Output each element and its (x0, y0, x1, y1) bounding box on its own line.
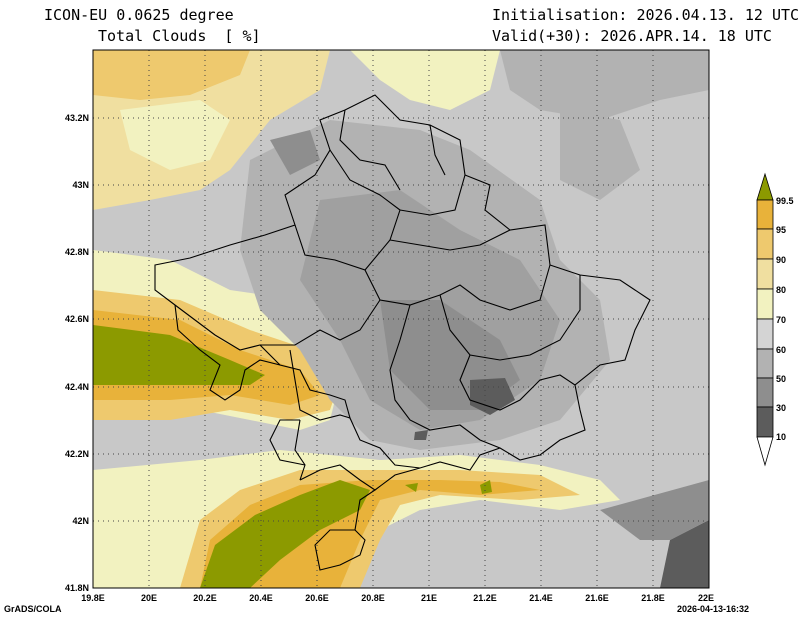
valid-time: Valid(+30): 2026.APR.14. 18 UTC (492, 27, 772, 45)
colorbar-label: 60 (776, 345, 786, 355)
colorbar-top-arrow (756, 172, 774, 201)
init-time: Initialisation: 2026.04.13. 12 UTC (492, 6, 800, 24)
colorbar-segment (756, 228, 774, 260)
lat-label: 42.2N (65, 449, 89, 459)
colorbar-segment (756, 258, 774, 290)
colorbar-segment (756, 348, 774, 379)
colorbar: 99.5 95 90 80 70 60 50 30 10 (756, 172, 794, 467)
colorbar-segment (756, 377, 774, 408)
lon-label: 21.8E (641, 593, 665, 603)
colorbar-label: 99.5 (776, 196, 794, 206)
colorbar-segment (756, 288, 774, 320)
colorbar-label: 80 (776, 285, 786, 295)
grads-credit: GrADS/COLA (4, 604, 62, 614)
colorbar-label: 10 (776, 432, 786, 442)
lon-label: 19.8E (81, 593, 105, 603)
colorbar-segment (756, 406, 774, 438)
lon-label: 20.4E (249, 593, 273, 603)
lon-label: 20.6E (305, 593, 329, 603)
lat-label: 43.2N (65, 113, 89, 123)
lon-label: 21.6E (585, 593, 609, 603)
plot-frame (92, 49, 710, 589)
model-title: ICON-EU 0.0625 degree (44, 6, 234, 24)
lat-label: 42.4N (65, 382, 89, 392)
colorbar-label: 95 (776, 225, 786, 235)
colorbar-label: 30 (776, 403, 786, 413)
lon-label: 21.2E (473, 593, 497, 603)
region-borders (154, 94, 651, 571)
lat-label: 43N (72, 180, 89, 190)
colorbar-bottom-arrow (756, 436, 774, 467)
render-timestamp: 2026-04-13-16:32 (677, 604, 750, 614)
lon-label: 20.8E (361, 593, 385, 603)
lat-label: 42.8N (65, 247, 89, 257)
lon-label: 21.4E (529, 593, 553, 603)
lon-label: 20E (141, 593, 157, 603)
lat-label: 41.8N (65, 583, 89, 593)
lon-label: 21E (421, 593, 437, 603)
field-title: Total Clouds [ %] (98, 27, 261, 45)
cloud-field (93, 50, 709, 588)
colorbar-label: 70 (776, 315, 786, 325)
lat-label: 42.6N (65, 314, 89, 324)
lon-label: 22E (698, 593, 714, 603)
colorbar-label: 90 (776, 255, 786, 265)
lon-label: 20.2E (193, 593, 217, 603)
colorbar-label: 50 (776, 374, 786, 384)
colorbar-segment (756, 318, 774, 350)
colorbar-segment (756, 199, 774, 230)
lat-label: 42N (72, 516, 89, 526)
